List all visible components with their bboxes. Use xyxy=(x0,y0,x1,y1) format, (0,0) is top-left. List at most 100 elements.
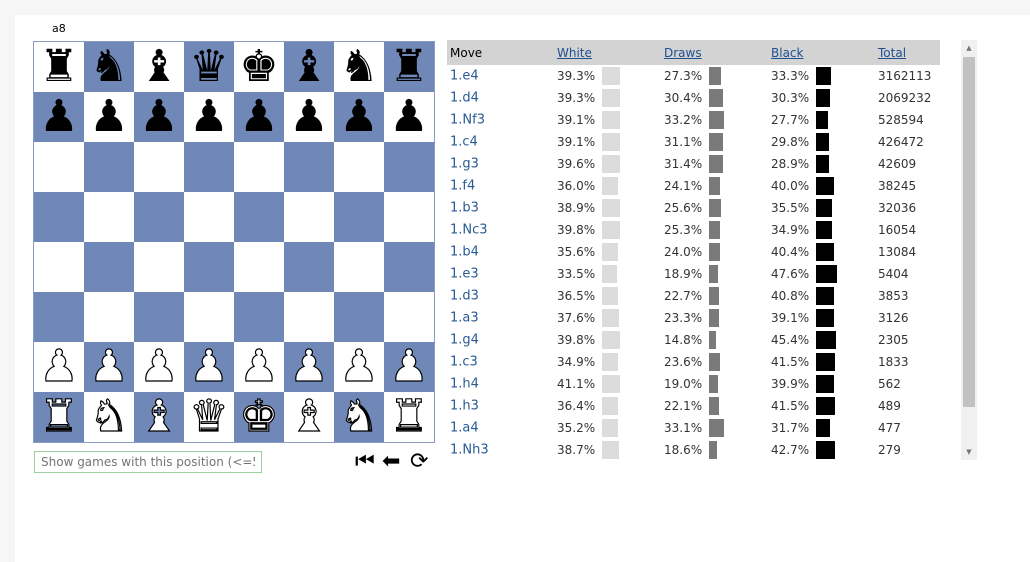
square-a4[interactable] xyxy=(34,242,84,292)
back-arrow-icon[interactable]: ⬅ xyxy=(382,449,401,474)
flip-board-icon[interactable]: ⟳ xyxy=(410,449,429,474)
black-king-piece[interactable]: ♚ xyxy=(239,41,279,92)
white-rook-piece[interactable]: ♜ xyxy=(389,391,430,442)
square-b1[interactable]: ♞ xyxy=(84,392,134,442)
chess-board[interactable]: ♜ ♞ ♝ ♛ ♚ ♝ ♞ ♜ ♟ ♟ ♟ ♟ ♟ ♟ ♟ ♟ ♟ ♟ ♟ ♟ ♟ ♟ ♟ ♟ ♜ ♞ ♝ ♛ ♚ ♝ ♞ ♜ xyxy=(33,41,435,443)
black-bishop-piece[interactable]: ♝ xyxy=(289,41,329,92)
square-a8[interactable]: ♜ xyxy=(34,42,84,92)
black-pawn-piece[interactable]: ♟ xyxy=(39,91,79,142)
move-link[interactable]: 1.h3 xyxy=(450,398,479,414)
square-c7[interactable]: ♟ xyxy=(134,92,184,142)
square-h7[interactable]: ♟ xyxy=(384,92,434,142)
square-h1[interactable]: ♜ xyxy=(384,392,434,442)
square-c5[interactable] xyxy=(134,192,184,242)
square-c1[interactable]: ♝ xyxy=(134,392,184,442)
white-pawn-piece[interactable]: ♟ xyxy=(89,341,130,392)
move-link[interactable]: 1.c3 xyxy=(450,354,478,370)
square-g7[interactable]: ♟ xyxy=(334,92,384,142)
scrollbar-thumb[interactable] xyxy=(963,57,975,407)
square-e4[interactable] xyxy=(234,242,284,292)
white-pawn-piece[interactable]: ♟ xyxy=(189,341,230,392)
table-row[interactable]: 1.h4 41.1% 19.0% 39.9% 562 xyxy=(447,373,940,395)
table-row[interactable]: 1.e3 33.5% 18.9% 47.6% 5404 xyxy=(447,263,940,285)
square-b8[interactable]: ♞ xyxy=(84,42,134,92)
show-games-input[interactable] xyxy=(34,451,262,473)
black-pawn-piece[interactable]: ♟ xyxy=(189,91,229,142)
square-b2[interactable]: ♟ xyxy=(84,342,134,392)
square-b4[interactable] xyxy=(84,242,134,292)
square-f5[interactable] xyxy=(284,192,334,242)
square-b6[interactable] xyxy=(84,142,134,192)
black-knight-piece[interactable]: ♞ xyxy=(89,41,129,92)
square-e2[interactable]: ♟ xyxy=(234,342,284,392)
white-king-piece[interactable]: ♚ xyxy=(239,391,280,442)
white-pawn-piece[interactable]: ♟ xyxy=(239,341,280,392)
square-e8[interactable]: ♚ xyxy=(234,42,284,92)
square-d2[interactable]: ♟ xyxy=(184,342,234,392)
white-pawn-piece[interactable]: ♟ xyxy=(289,341,330,392)
square-d1[interactable]: ♛ xyxy=(184,392,234,442)
square-c4[interactable] xyxy=(134,242,184,292)
white-bishop-piece[interactable]: ♝ xyxy=(139,391,180,442)
table-row[interactable]: 1.Nf3 39.1% 33.2% 27.7% 528594 xyxy=(447,109,940,131)
move-link[interactable]: 1.f4 xyxy=(450,178,476,194)
table-row[interactable]: 1.d3 36.5% 22.7% 40.8% 3853 xyxy=(447,285,940,307)
table-row[interactable]: 1.d4 39.3% 30.4% 30.3% 2069232 xyxy=(447,87,940,109)
square-a5[interactable] xyxy=(34,192,84,242)
square-a2[interactable]: ♟ xyxy=(34,342,84,392)
square-e7[interactable]: ♟ xyxy=(234,92,284,142)
square-h3[interactable] xyxy=(384,292,434,342)
table-row[interactable]: 1.b4 35.6% 24.0% 40.4% 13084 xyxy=(447,241,940,263)
move-link[interactable]: 1.d3 xyxy=(450,288,479,304)
square-c8[interactable]: ♝ xyxy=(134,42,184,92)
square-f1[interactable]: ♝ xyxy=(284,392,334,442)
square-d6[interactable] xyxy=(184,142,234,192)
square-b5[interactable] xyxy=(84,192,134,242)
black-rook-piece[interactable]: ♜ xyxy=(39,41,79,92)
move-link[interactable]: 1.b4 xyxy=(450,244,479,260)
square-f4[interactable] xyxy=(284,242,334,292)
table-row[interactable]: 1.a3 37.6% 23.3% 39.1% 3126 xyxy=(447,307,940,329)
square-f3[interactable] xyxy=(284,292,334,342)
white-pawn-piece[interactable]: ♟ xyxy=(39,341,80,392)
table-row[interactable]: 1.g4 39.8% 14.8% 45.4% 2305 xyxy=(447,329,940,351)
square-f6[interactable] xyxy=(284,142,334,192)
square-h2[interactable]: ♟ xyxy=(384,342,434,392)
table-row[interactable]: 1.Nh3 38.7% 18.6% 42.7% 279 xyxy=(447,439,940,461)
move-link[interactable]: 1.a4 xyxy=(450,420,479,436)
black-rook-piece[interactable]: ♜ xyxy=(389,41,429,92)
square-h5[interactable] xyxy=(384,192,434,242)
move-link[interactable]: 1.h4 xyxy=(450,376,479,392)
table-row[interactable]: 1.c4 39.1% 31.1% 29.8% 426472 xyxy=(447,131,940,153)
move-link[interactable]: 1.Nh3 xyxy=(450,442,489,458)
move-link[interactable]: 1.g4 xyxy=(450,332,479,348)
move-link[interactable]: 1.b3 xyxy=(450,200,479,216)
black-knight-piece[interactable]: ♞ xyxy=(339,41,379,92)
square-d8[interactable]: ♛ xyxy=(184,42,234,92)
move-link[interactable]: 1.e3 xyxy=(450,266,479,282)
table-row[interactable]: 1.Nc3 39.8% 25.3% 34.9% 16054 xyxy=(447,219,940,241)
header-total[interactable]: Total xyxy=(878,45,907,60)
black-pawn-piece[interactable]: ♟ xyxy=(339,91,379,142)
black-bishop-piece[interactable]: ♝ xyxy=(139,41,179,92)
square-h4[interactable] xyxy=(384,242,434,292)
square-b7[interactable]: ♟ xyxy=(84,92,134,142)
white-pawn-piece[interactable]: ♟ xyxy=(389,341,430,392)
square-f7[interactable]: ♟ xyxy=(284,92,334,142)
square-h6[interactable] xyxy=(384,142,434,192)
black-queen-piece[interactable]: ♛ xyxy=(189,41,229,92)
black-pawn-piece[interactable]: ♟ xyxy=(139,91,179,142)
first-move-icon[interactable]: ⏮ xyxy=(355,449,375,474)
square-c6[interactable] xyxy=(134,142,184,192)
white-rook-piece[interactable]: ♜ xyxy=(39,391,80,442)
square-g3[interactable] xyxy=(334,292,384,342)
scroll-up-icon[interactable]: ▲ xyxy=(966,44,972,52)
header-white[interactable]: White xyxy=(557,45,592,60)
table-row[interactable]: 1.b3 38.9% 25.6% 35.5% 32036 xyxy=(447,197,940,219)
square-e5[interactable] xyxy=(234,192,284,242)
square-g5[interactable] xyxy=(334,192,384,242)
square-a6[interactable] xyxy=(34,142,84,192)
white-pawn-piece[interactable]: ♟ xyxy=(139,341,180,392)
white-knight-piece[interactable]: ♞ xyxy=(89,391,130,442)
scrollbar[interactable]: ▲ ▼ xyxy=(961,40,977,460)
